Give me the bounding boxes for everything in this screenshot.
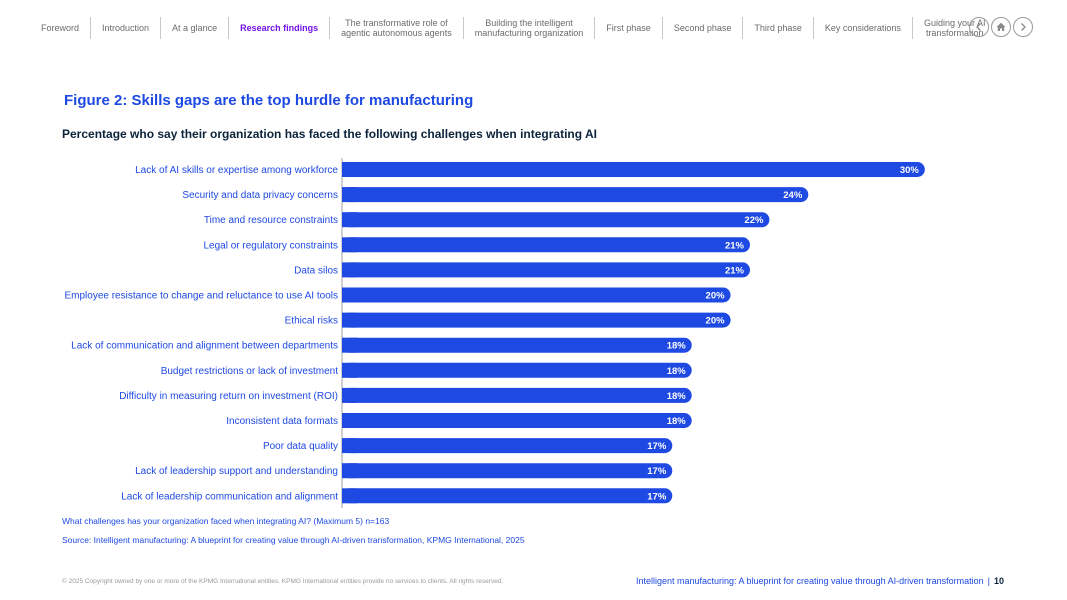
value-label: 18% bbox=[667, 416, 687, 427]
bar-base bbox=[342, 337, 357, 353]
bar-base bbox=[342, 162, 357, 177]
nav-item-10[interactable]: Key considerations bbox=[814, 17, 913, 39]
value-label: 21% bbox=[725, 240, 745, 251]
bar-base bbox=[342, 438, 357, 454]
nav-item-5[interactable]: The transformative role of agentic auton… bbox=[330, 17, 464, 39]
bar-chart: Lack of AI skills or expertise among wor… bbox=[64, 158, 925, 508]
bar-base bbox=[342, 362, 357, 378]
nav-item-4[interactable]: Research findings bbox=[229, 17, 331, 39]
bar-base bbox=[342, 237, 357, 253]
chevron-left-icon bbox=[976, 23, 981, 31]
home-button[interactable] bbox=[991, 17, 1011, 37]
value-label: 18% bbox=[667, 391, 687, 402]
source-note: Source: Intelligent manufacturing: A blu… bbox=[62, 535, 525, 545]
category-label: Lack of communication and alignment betw… bbox=[71, 341, 338, 352]
value-label: 18% bbox=[667, 366, 687, 377]
bar-base bbox=[342, 463, 357, 479]
doc-title-text: Intelligent manufacturing: A blueprint f… bbox=[635, 576, 984, 586]
value-label: 20% bbox=[706, 291, 726, 302]
home-icon bbox=[996, 22, 1006, 31]
value-label: 21% bbox=[725, 265, 745, 276]
value-label: 24% bbox=[783, 190, 803, 201]
bar bbox=[342, 362, 692, 378]
footer-doc-title: Intelligent manufacturing: A blueprint f… bbox=[636, 576, 1004, 586]
category-label: Poor data quality bbox=[263, 441, 338, 452]
nav-item-8[interactable]: Second phase bbox=[663, 17, 744, 39]
bar bbox=[342, 438, 673, 454]
chevron-right-icon bbox=[1021, 23, 1026, 31]
bar bbox=[342, 237, 750, 253]
category-label: Ethical risks bbox=[285, 316, 338, 327]
bar bbox=[342, 488, 673, 504]
value-label: 18% bbox=[667, 341, 687, 352]
bar-base bbox=[342, 312, 357, 328]
bar bbox=[342, 262, 750, 278]
value-label: 17% bbox=[647, 491, 667, 502]
value-label: 17% bbox=[647, 466, 667, 477]
value-label: 17% bbox=[647, 441, 667, 452]
category-label: Employee resistance to change and reluct… bbox=[64, 291, 338, 302]
nav-item-9[interactable]: Third phase bbox=[743, 17, 814, 39]
copyright-text: © 2025 Copyright owned by one or more of… bbox=[62, 578, 504, 585]
nav-item-3[interactable]: At a glance bbox=[161, 17, 230, 39]
bar-base bbox=[342, 413, 357, 428]
bar bbox=[342, 312, 731, 328]
value-label: 22% bbox=[744, 215, 764, 226]
bar-base bbox=[342, 488, 357, 504]
nav-item-7[interactable]: First phase bbox=[595, 17, 663, 39]
category-label: Lack of leadership support and understan… bbox=[135, 466, 338, 477]
figure-title: Figure 2: Skills gaps are the top hurdle… bbox=[64, 92, 474, 109]
nav-item-2[interactable]: Introduction bbox=[91, 17, 162, 39]
bar-base bbox=[342, 212, 357, 228]
value-label: 20% bbox=[706, 316, 726, 327]
footer-separator: | bbox=[987, 576, 990, 586]
nav-item-6[interactable]: Building the intelligent manufacturing o… bbox=[464, 17, 596, 39]
bar bbox=[342, 187, 809, 203]
bar-base bbox=[342, 187, 357, 203]
page-number: 10 bbox=[993, 576, 1004, 586]
top-navigation: Foreword Introduction At a glance Research … bbox=[30, 16, 996, 40]
category-label: Data silos bbox=[294, 265, 338, 276]
category-label: Inconsistent data formats bbox=[226, 416, 338, 427]
category-label: Budget restrictions or lack of investmen… bbox=[161, 366, 339, 377]
survey-question-note: What challenges has your organization fa… bbox=[62, 516, 390, 526]
previous-page-button[interactable] bbox=[969, 17, 989, 37]
bar bbox=[342, 287, 731, 303]
category-label: Security and data privacy concerns bbox=[182, 190, 338, 201]
bar bbox=[342, 463, 673, 479]
bar-base bbox=[342, 387, 357, 403]
bar bbox=[342, 387, 692, 403]
bar bbox=[342, 212, 770, 228]
nav-buttons bbox=[969, 17, 1033, 37]
bar bbox=[342, 337, 692, 353]
bar-base bbox=[342, 262, 357, 278]
nav-item-1[interactable]: Foreword bbox=[30, 17, 92, 39]
bar bbox=[342, 413, 692, 428]
category-label: Time and resource constraints bbox=[204, 215, 338, 226]
category-label: Legal or regulatory constraints bbox=[203, 240, 338, 251]
figure-subtitle: Percentage who say their organization ha… bbox=[62, 127, 597, 141]
bar bbox=[342, 162, 925, 177]
category-label: Difficulty in measuring return on invest… bbox=[119, 391, 338, 402]
category-label: Lack of AI skills or expertise among wor… bbox=[135, 165, 338, 176]
bar-base bbox=[342, 287, 357, 303]
value-label: 30% bbox=[900, 165, 920, 176]
category-label: Lack of leadership communication and ali… bbox=[121, 491, 338, 502]
next-page-button[interactable] bbox=[1013, 17, 1033, 37]
